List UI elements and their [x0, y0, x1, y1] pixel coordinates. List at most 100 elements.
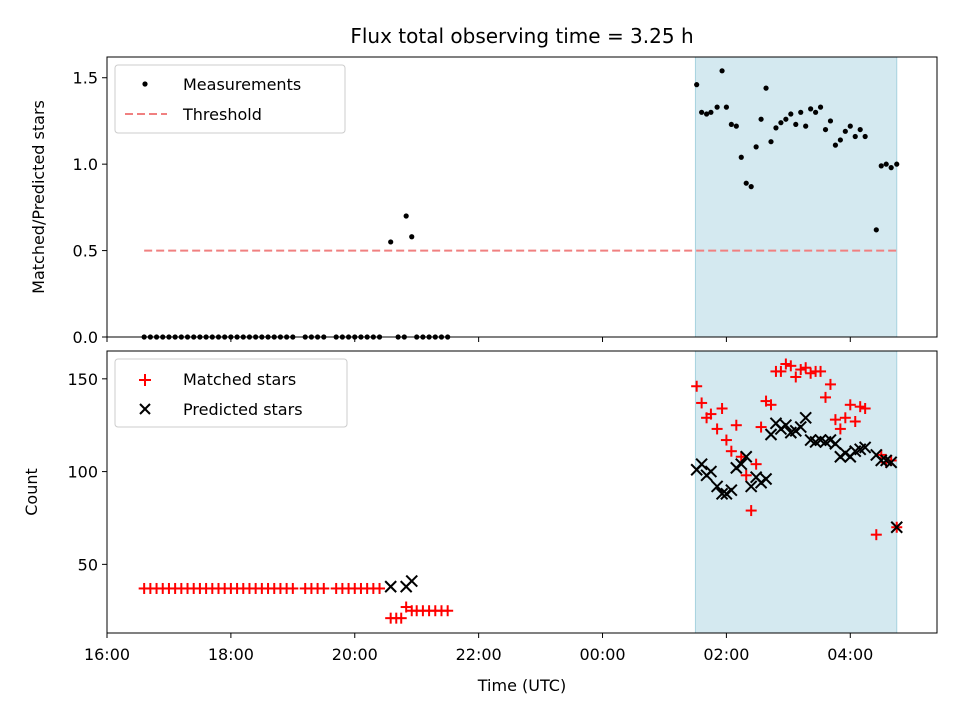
predicted-star-point: [715, 487, 729, 501]
ratio-y-tick-label: 0.5: [73, 242, 98, 261]
matched-star-point: [711, 423, 723, 435]
measurement-point: [738, 154, 744, 160]
legend-predicted-marker: [139, 403, 151, 415]
count-y-axis-label: Count: [22, 468, 41, 516]
ratio-legend-box: [114, 64, 346, 134]
measurement-point: [788, 111, 794, 117]
matched-star-point: [755, 421, 767, 433]
predicted-star-point: [764, 428, 778, 441]
measurement-point: [837, 137, 843, 143]
measurement-point: [842, 128, 848, 134]
matched-star-point: [287, 582, 299, 594]
measurement-point: [822, 126, 829, 133]
measurement-point: [743, 180, 749, 186]
matched-star-point: [775, 365, 787, 377]
measurement-point: [778, 120, 784, 126]
measurement-point: [388, 239, 394, 245]
predicted-star-point: [405, 574, 418, 588]
predicted-star-point: [725, 483, 738, 497]
matched-star-point: [720, 434, 732, 446]
matched-star-point: [745, 505, 757, 517]
measurement-point: [847, 123, 853, 129]
count-y-tick-label: 100: [67, 463, 98, 482]
matched-star-point: [750, 458, 762, 470]
predicted-star-point: [875, 454, 888, 467]
ratio-y-tick-label: 0.0: [73, 328, 98, 347]
matched-star-point: [849, 416, 861, 427]
measurement-point: [878, 163, 884, 169]
ratio-plot-frame: [106, 56, 938, 338]
measurement-point: [852, 133, 858, 140]
measurement-point: [694, 82, 700, 88]
matched-star-point: [374, 582, 386, 594]
matched-star-point: [820, 391, 832, 403]
x-axis-label: Time (UTC): [477, 676, 566, 695]
ratio-y-tick-label: 1.0: [73, 155, 98, 174]
measurement-point: [748, 184, 754, 190]
measurement-point: [888, 165, 894, 171]
matched-star-point: [854, 401, 866, 413]
measurement-point: [783, 116, 789, 122]
measurement-point: [812, 109, 819, 115]
predicted-star-point: [829, 437, 842, 450]
predicted-star-point: [695, 457, 708, 471]
measurement-point: [803, 123, 809, 129]
predicted-star-point: [794, 420, 807, 434]
predicted-star-point: [890, 521, 903, 534]
x-tick-label: 16:00: [84, 645, 130, 664]
count-panel: 50 100 150 16:00 18:00 20:00 22:00 00:00 02:00 04…: [22, 350, 938, 695]
matched-star-point: [859, 403, 871, 415]
measurement-point: [409, 234, 415, 240]
count-plot-frame: [106, 350, 938, 634]
count-y-tick-label: 50: [78, 555, 98, 574]
predicted-star-point: [384, 580, 397, 593]
matched-star-point: [740, 469, 752, 481]
legend-measurements-label: Measurements: [183, 75, 301, 94]
measurement-point: [758, 116, 764, 122]
measurement-point: [883, 161, 889, 167]
measurement-point: [808, 106, 814, 112]
matched-star-point: [765, 399, 777, 411]
predicted-star-point: [704, 465, 718, 478]
matched-star-point: [780, 358, 792, 370]
matched-star-point: [725, 445, 737, 457]
matched-star-point: [705, 408, 717, 420]
measurement-point: [763, 85, 769, 91]
matched-star-point: [691, 380, 703, 392]
legend-measurements-marker: [142, 81, 148, 87]
predicted-star-point: [710, 480, 724, 493]
measurement-point: [728, 121, 734, 128]
count-legend: Matched stars Predicted stars: [114, 358, 348, 428]
matched-star-point: [795, 364, 807, 376]
measurement-point: [862, 133, 868, 140]
x-tick-label: 02:00: [703, 645, 749, 664]
predicted-star-point: [884, 456, 898, 469]
legend-predicted-label: Predicted stars: [183, 400, 303, 419]
matched-star-point: [839, 412, 851, 424]
matched-star-point: [870, 529, 882, 541]
predicted-star-point: [744, 480, 758, 493]
matched-star-point: [790, 371, 802, 383]
matched-star-point: [318, 582, 330, 594]
measurement-point: [768, 139, 774, 145]
x-tick-label: 20:00: [332, 645, 378, 664]
matched-star-point: [716, 403, 728, 415]
predicted-star-point: [735, 457, 748, 471]
measurement-point: [723, 104, 730, 110]
measurement-point: [873, 227, 879, 233]
ratio-panel: 0.0 0.5 1.0 1.5 Matched/Predicted stars Mea…: [29, 56, 938, 347]
measurement-point: [857, 126, 863, 133]
matched-star-point: [696, 397, 708, 409]
matched-star-point: [815, 365, 827, 377]
matched-star-point: [730, 419, 742, 431]
predicted-star-point: [799, 411, 812, 424]
observing-window-shade: [694, 56, 898, 338]
x-tick-label: 04:00: [827, 645, 873, 664]
matched-star-point: [400, 601, 412, 613]
measurement-point: [703, 111, 710, 117]
x-tick-label: 22:00: [456, 645, 502, 664]
matched-star-point: [800, 362, 812, 374]
matched-star-point: [805, 367, 817, 379]
measurement-point: [753, 144, 759, 150]
